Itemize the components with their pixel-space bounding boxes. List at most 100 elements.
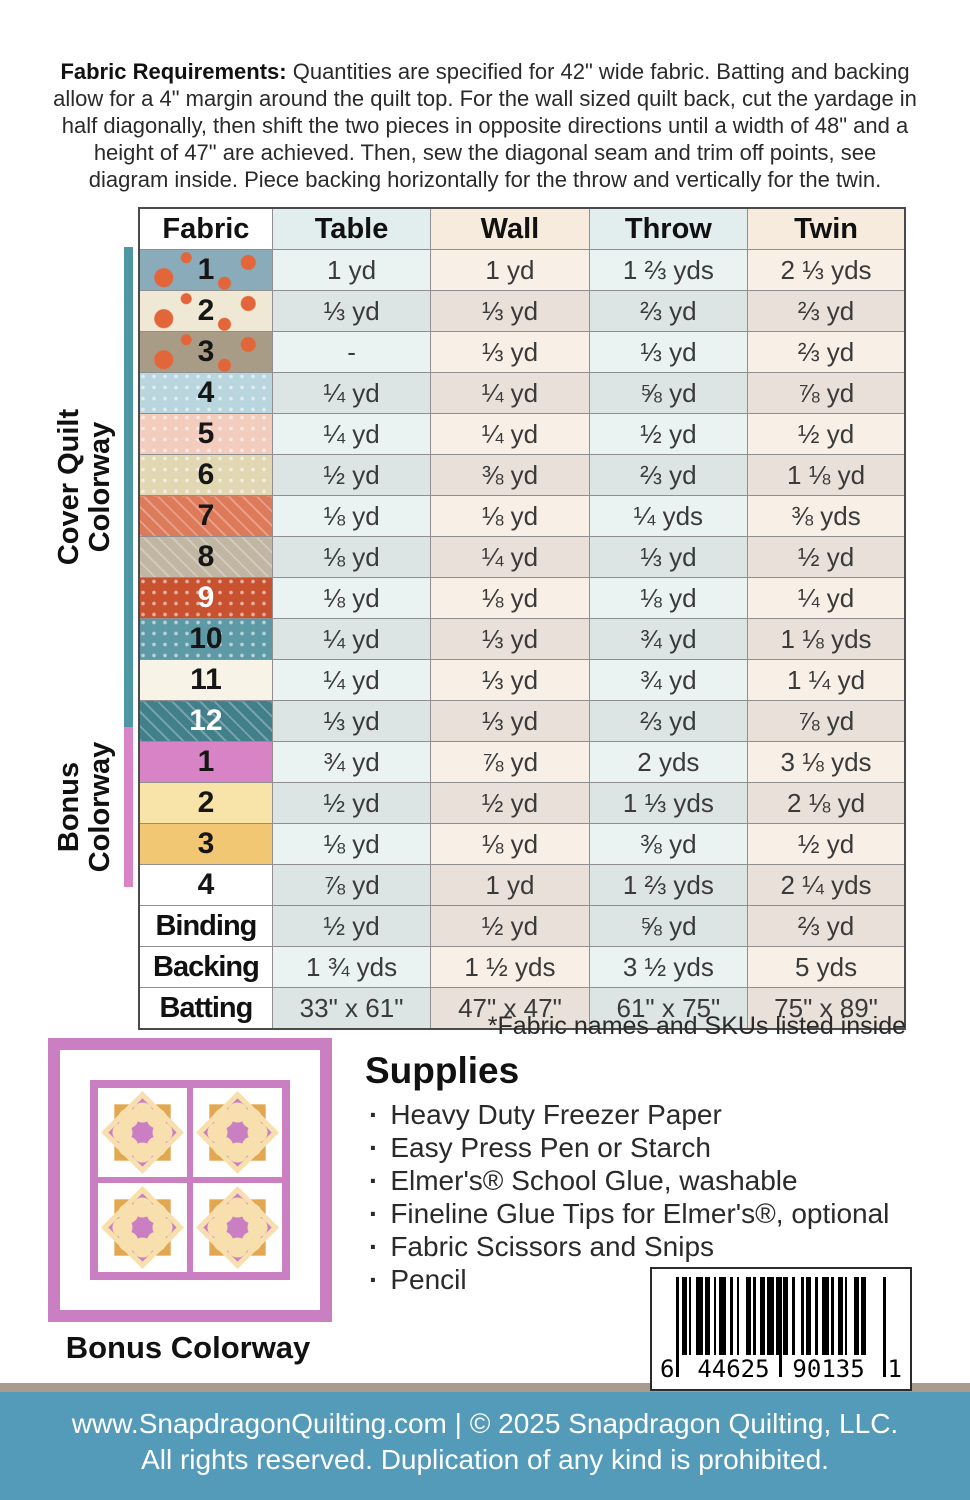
yardage-cell: 2 ¼ yds <box>747 864 906 906</box>
yardage-cell: ½ yd <box>747 536 906 578</box>
yardage-cell: ¼ yd <box>271 372 432 414</box>
yardage-cell: ⅛ yd <box>271 823 432 865</box>
yardage-cell: ⅜ yd <box>430 454 590 496</box>
yardage-cell: ½ yd <box>271 454 432 496</box>
yardage-cell: 3 ⅛ yds <box>747 741 906 783</box>
col-header-wall: Wall <box>430 207 590 250</box>
footer-divider-strip <box>0 1383 970 1392</box>
yardage-cell: - <box>271 331 432 373</box>
yardage-cell: ⅞ yd <box>747 372 906 414</box>
col-header-twin: Twin <box>747 207 906 250</box>
yardage-cell: ⅔ yd <box>588 700 749 742</box>
yardage-cell: 1 yd <box>271 249 432 291</box>
bonus-colorway-sidelabel: Bonus Colorway <box>53 741 116 873</box>
fabric-swatch: 4 <box>138 864 273 906</box>
yardage-cell: 1 ½ yds <box>430 946 590 988</box>
yardage-cell: ⅓ yd <box>271 290 432 332</box>
yardage-cell: 61" x 75" <box>588 987 749 1030</box>
yardage-cell: 2 ⅓ yds <box>747 249 906 291</box>
cover-fabric-row: 10 ¼ yd ⅓ yd ¾ yd 1 ⅛ yds <box>138 618 906 660</box>
yardage-cell: ⅓ yd <box>430 290 590 332</box>
footer: www.SnapdragonQuilting.com | © 2025 Snap… <box>0 1392 970 1500</box>
cover-colorway-bar <box>124 247 133 727</box>
summary-row: Batting 33" x 61" 47" x 47" 61" x 75" 75" x … <box>138 987 906 1030</box>
fabric-swatch: 2 <box>138 290 273 332</box>
row-label: Backing <box>138 946 273 988</box>
supplies-title: Supplies <box>365 1050 520 1091</box>
cover-fabric-row: 12 ⅓ yd ⅓ yd ⅔ yd ⅞ yd <box>138 700 906 742</box>
yardage-cell: ¼ yd <box>430 372 590 414</box>
fabric-swatch: 3 <box>138 823 273 865</box>
yardage-cell: ⅔ yd <box>747 290 906 332</box>
barcode-guard-right <box>883 1277 886 1377</box>
yardage-cell: ½ yd <box>588 413 749 455</box>
supply-item: Fabric Scissors and Snips <box>365 1230 935 1263</box>
upc-barcode: 6 44625 90135 1 <box>650 1267 912 1391</box>
yardage-cell: 1 ¾ yds <box>271 946 432 988</box>
fabric-sku-note: *Fabric names and SKUs listed inside <box>487 1012 906 1040</box>
yardage-cell: ⅝ yd <box>588 372 749 414</box>
yardage-cell: ⅓ yd <box>430 700 590 742</box>
supply-item: Fineline Glue Tips for Elmer's®, optiona… <box>365 1197 935 1230</box>
yardage-cell: ½ yd <box>271 905 432 947</box>
yardage-cell: 2 ⅛ yd <box>747 782 906 824</box>
quilt-caption: Bonus Colorway <box>65 1330 311 1365</box>
supply-item: Pencil <box>365 1263 935 1296</box>
yardage-cell: ½ yd <box>747 413 906 455</box>
fabric-swatch: 1 <box>138 741 273 783</box>
col-header-fabric: Fabric <box>138 207 273 250</box>
yardage-cell: ⅔ yd <box>588 454 749 496</box>
col-header-throw: Throw <box>588 207 749 250</box>
yardage-cell: ⅔ yd <box>588 290 749 332</box>
yardage-cell: ⅛ yd <box>271 536 432 578</box>
yardage-cell: 1 yd <box>430 249 590 291</box>
yardage-cell: 1 ⅛ yd <box>747 454 906 496</box>
yardage-cell: ¼ yds <box>588 495 749 537</box>
yardage-cell: 1 ⅔ yds <box>588 864 749 906</box>
supply-item: Heavy Duty Freezer Paper <box>365 1098 935 1131</box>
summary-row: Binding ½ yd ½ yd ⅝ yd ⅔ yd <box>138 905 906 947</box>
yardage-cell: ⅛ yd <box>271 577 432 619</box>
fabric-requirements-paragraph: Fabric Requirements: Quantities are spec… <box>52 58 918 193</box>
yardage-cell: ⅔ yd <box>747 905 906 947</box>
barcode-digit-left: 6 <box>660 1355 675 1383</box>
yardage-cell: 47" x 47" <box>430 987 590 1030</box>
bonus-colorway-bar <box>124 727 133 887</box>
yardage-cell: ¾ yd <box>271 741 432 783</box>
fabric-swatch: 5 <box>138 413 273 455</box>
yardage-cell: ⅞ yd <box>430 741 590 783</box>
yardage-cell: ¼ yd <box>430 413 590 455</box>
yardage-cell: ¼ yd <box>430 536 590 578</box>
yardage-cell: ⅓ yd <box>271 700 432 742</box>
cover-fabric-row: 11 ¼ yd ⅓ yd ¾ yd 1 ¼ yd <box>138 659 906 701</box>
fabric-swatch: 9 <box>138 577 273 619</box>
barcode-guard-left <box>676 1277 679 1377</box>
yardage-cell: 1 ¼ yd <box>747 659 906 701</box>
footer-line2: All rights reserved. Duplication of any … <box>141 1444 829 1475</box>
yardage-cell: ¾ yd <box>588 659 749 701</box>
barcode-digit-right: 1 <box>887 1355 902 1383</box>
cover-fabric-row: 3-⅓ yd ⅓ yd ⅔ yd <box>138 331 906 373</box>
yardage-cell: ¼ yd <box>271 618 432 660</box>
supplies-list: Heavy Duty Freezer PaperEasy Press Pen o… <box>365 1098 935 1296</box>
fabric-swatch: 12 <box>138 700 273 742</box>
yardage-cell: ½ yd <box>430 782 590 824</box>
fabric-requirements-label: Fabric Requirements: <box>60 59 287 84</box>
yardage-cell: 5 yds <box>747 946 906 988</box>
yardage-cell: ⅞ yd <box>747 700 906 742</box>
yardage-cell: ⅛ yd <box>588 577 749 619</box>
supply-item: Easy Press Pen or Starch <box>365 1131 935 1164</box>
yardage-cell: 1 ⅓ yds <box>588 782 749 824</box>
yardage-cell: 33" x 61" <box>271 987 432 1030</box>
yardage-cell: ⅓ yd <box>430 659 590 701</box>
yardage-cell: ¼ yd <box>271 659 432 701</box>
fabric-swatch: 6 <box>138 454 273 496</box>
